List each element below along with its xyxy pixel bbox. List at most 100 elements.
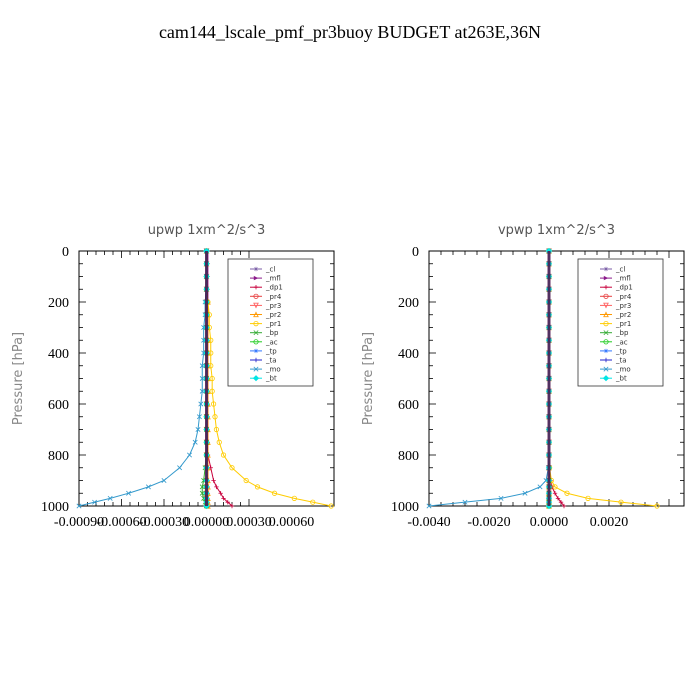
- series-line: [428, 251, 550, 507]
- data-point: [209, 375, 215, 382]
- page-title: cam144_lscale_pmf_pr3buoy BUDGET at263E,…: [158, 22, 542, 42]
- x-tick-label: 0.00030: [226, 515, 272, 530]
- legend-marker: [253, 320, 259, 327]
- y-tick-label: 400: [48, 347, 69, 362]
- legend: _cl_mfl_dp1_pr4_pr3_pr2_pr1_bp_ac_tp_ta_…: [227, 258, 314, 387]
- data-point: [216, 439, 222, 445]
- legend: _cl_mfl_dp1_pr4_pr3_pr2_pr1_bp_ac_tp_ta_…: [577, 258, 664, 387]
- data-point: [218, 491, 223, 496]
- x-tick-label: 0.00060: [269, 515, 315, 530]
- legend-label: _pr1: [615, 320, 631, 328]
- data-point: [498, 495, 504, 501]
- y-tick-label: 1000: [41, 500, 69, 515]
- data-point: [76, 503, 82, 509]
- legend-marker: [603, 320, 609, 327]
- legend-label: _pr2: [615, 311, 631, 319]
- legend-label: _mo: [265, 366, 281, 374]
- y-tick-label: 0: [62, 245, 69, 260]
- data-point: [522, 490, 528, 496]
- legend-label: _tp: [615, 347, 627, 355]
- data-point: [199, 484, 205, 490]
- data-point: [195, 427, 201, 432]
- legend-label: _mfl: [615, 275, 631, 283]
- data-point: [220, 452, 227, 458]
- legend-marker: [253, 366, 259, 372]
- series-mo: [426, 248, 552, 509]
- data-point: [291, 495, 297, 501]
- y-tick-label: 200: [48, 296, 69, 311]
- legend-label: _bp: [265, 329, 279, 337]
- legend-marker: [603, 348, 609, 354]
- panel-2: vpwp 1xm^2/s^3 Pressure [hPa] 0 200 400 600 80…: [361, 223, 685, 530]
- data-point: [552, 491, 558, 496]
- data-point: [462, 499, 468, 505]
- x-tick-label: -0.00090: [54, 515, 104, 530]
- data-point: [310, 499, 316, 505]
- legend-label: _tp: [265, 347, 277, 355]
- legend-marker: [252, 375, 260, 382]
- data-point: [225, 499, 230, 505]
- y-tick-label: 600: [398, 398, 419, 413]
- data-point: [210, 401, 217, 407]
- data-point: [161, 478, 167, 483]
- data-point: [187, 452, 192, 458]
- data-point: [561, 503, 567, 509]
- legend-marker: [253, 302, 259, 309]
- panel-1: upwp 1xm^2/s^3 Pressure [hPa] 0 200 400 600 80…: [11, 223, 335, 530]
- legend-label: _ta: [615, 357, 627, 365]
- legend-marker: [603, 285, 609, 290]
- data-point: [213, 426, 220, 433]
- panel-title: vpwp 1xm^2/s^3: [498, 223, 615, 238]
- x-tick-label: 0.00000: [184, 515, 230, 530]
- panel-title: upwp 1xm^2/s^3: [148, 223, 266, 238]
- legend-label: _dp1: [265, 284, 283, 292]
- legend-marker: [603, 357, 609, 363]
- legend-marker: [253, 348, 259, 354]
- data-point: [126, 490, 132, 496]
- series-mo: [76, 248, 209, 509]
- legend-marker: [603, 339, 609, 345]
- legend-marker: [603, 366, 609, 372]
- legend-marker: [603, 275, 609, 281]
- data-point: [555, 496, 561, 501]
- series-line: [78, 251, 207, 507]
- x-tick-label: 0.0020: [590, 515, 629, 530]
- legend-label: _ac: [265, 338, 278, 346]
- data-point: [199, 388, 205, 394]
- legend-label: _cl: [265, 266, 275, 274]
- legend-marker: [253, 330, 259, 336]
- data-point: [145, 484, 151, 490]
- legend-marker: [253, 311, 259, 318]
- data-point: [221, 496, 226, 501]
- y-tick-label: 0: [412, 245, 419, 260]
- y-tick-label: 200: [398, 296, 419, 311]
- legend-marker: [603, 293, 609, 299]
- data-point: [209, 388, 215, 394]
- data-point: [426, 503, 432, 509]
- data-point: [211, 478, 216, 483]
- legend-box: [227, 258, 314, 387]
- legend-label: _pr1: [265, 320, 281, 328]
- data-point: [199, 376, 205, 381]
- legend-label: _bp: [615, 329, 629, 337]
- legend-marker: [603, 302, 609, 309]
- legend-label: _mo: [615, 366, 631, 374]
- x-tick-label: -0.00060: [96, 515, 146, 530]
- data-point: [618, 499, 624, 505]
- data-point: [537, 484, 543, 490]
- y-tick-label: 600: [48, 398, 69, 413]
- data-point: [243, 477, 249, 484]
- data-point: [564, 490, 570, 496]
- x-tick-label: 0.0000: [530, 515, 569, 530]
- legend-label: _pr3: [615, 302, 631, 310]
- legend-marker: [253, 285, 259, 290]
- legend-label: _pr2: [265, 311, 281, 319]
- data-point: [177, 465, 183, 471]
- x-tick-label: -0.0020: [467, 515, 510, 530]
- legend-label: _mfl: [265, 275, 281, 283]
- data-point: [198, 401, 204, 407]
- x-tick-label: -0.0040: [407, 515, 450, 530]
- legend-marker: [603, 330, 609, 336]
- legend-marker: [253, 275, 259, 281]
